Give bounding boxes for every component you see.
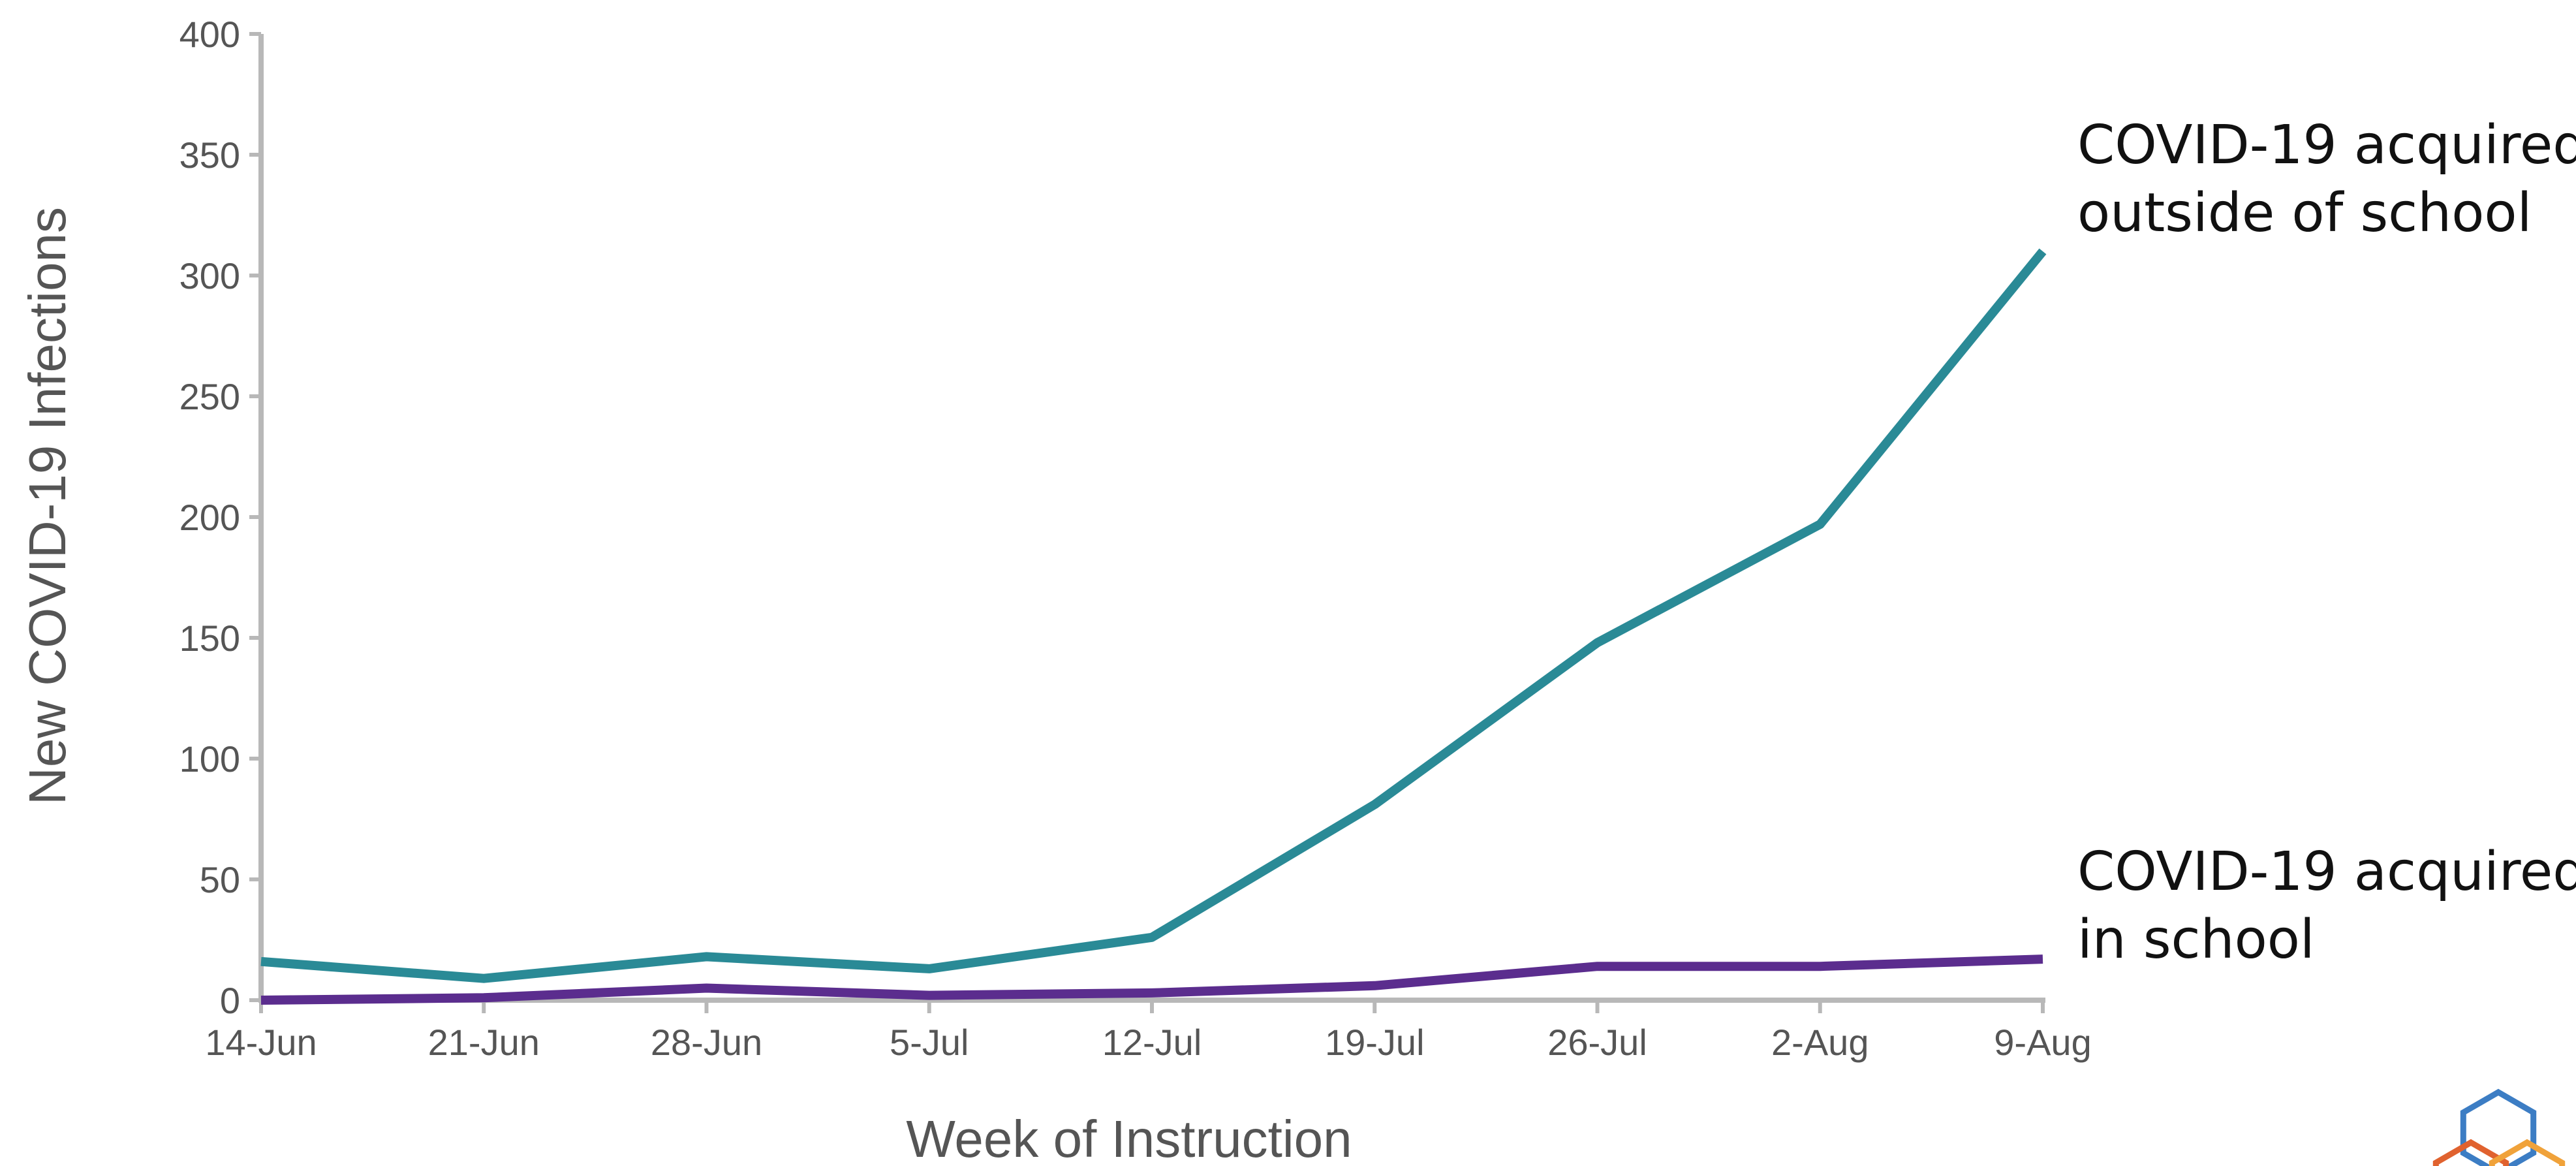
x-tick-label: 5-Jul [890, 1022, 969, 1063]
logo-hex-blue [2460, 1088, 2537, 1166]
y-tick-label: 400 [179, 14, 240, 55]
series-lines [260, 248, 2047, 1005]
series-label-line: COVID-19 acquired [2077, 841, 2576, 903]
x-axis-ticks: 14-Jun 21-Jun 28-Jun 5-Jul 12-Jul 19-Jul 26-Ju… [205, 1000, 2092, 1063]
axes [258, 34, 2045, 1003]
y-tick-label: 0 [220, 980, 240, 1021]
y-tick-label: 50 [200, 859, 240, 900]
x-tick-label: 26-Jul [1547, 1022, 1647, 1063]
y-tick-label: 200 [179, 497, 240, 538]
series-label-line: in school [2077, 909, 2315, 971]
series-line-1 [260, 248, 2047, 983]
x-tick-label: 28-Jun [651, 1022, 762, 1063]
series-label-2: COVID-19 acquired in school [2077, 841, 2576, 971]
series-label-line: COVID-19 acquired [2077, 114, 2576, 176]
x-tick-label: 14-Jun [205, 1022, 317, 1063]
hexagon-logo-icon [2432, 1088, 2566, 1166]
y-tick-label: 150 [179, 618, 240, 659]
y-tick-label: 350 [179, 134, 240, 176]
series-line-2 [260, 954, 2043, 1005]
x-tick-label: 9-Aug [1994, 1022, 2091, 1063]
x-tick-label: 21-Jun [428, 1022, 540, 1063]
logo-hex-red [2432, 1139, 2509, 1166]
y-axis-ticks: 0 50 100 150 200 250 300 350 400 [179, 14, 261, 1021]
series-labels: COVID-19 acquired outside of schoolCOVID-… [2077, 114, 2576, 971]
x-axis-title: Week of Instruction [906, 1110, 1352, 1166]
logo-hex-orange [2489, 1139, 2566, 1166]
y-tick-label: 250 [179, 376, 240, 417]
x-tick-label: 19-Jul [1325, 1022, 1425, 1063]
series-label-line: outside of school [2077, 182, 2532, 244]
series-label-1: COVID-19 acquired outside of school [2077, 114, 2576, 244]
y-tick-label: 100 [179, 738, 240, 780]
x-tick-label: 12-Jul [1102, 1022, 1202, 1063]
y-tick-label: 300 [179, 255, 240, 296]
y-axis-title: New COVID-19 Infections [18, 207, 76, 805]
x-tick-label: 2-Aug [1771, 1022, 1869, 1063]
